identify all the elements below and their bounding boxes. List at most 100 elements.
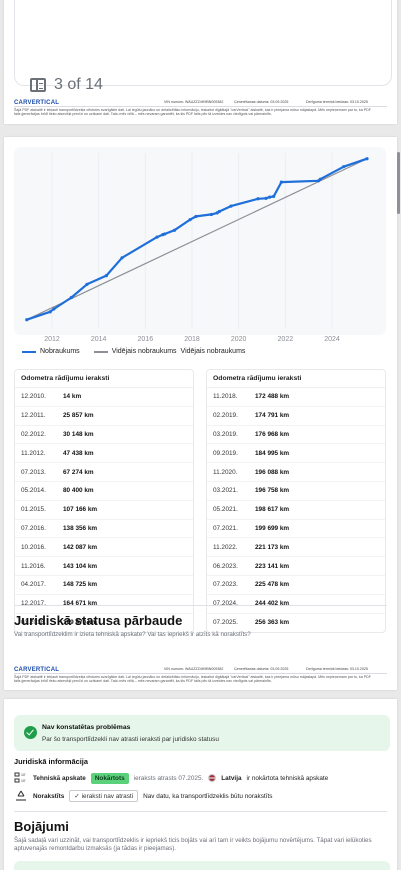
data-point	[209, 212, 213, 217]
legend-swatch-blue	[22, 350, 36, 353]
scrollbar-thumb[interactable]	[397, 152, 400, 214]
odometer-value: 30 148 km	[63, 430, 94, 438]
odometer-value: 198 617 km	[255, 506, 290, 514]
table-row: 03.2021. 196 758 km	[207, 482, 385, 501]
odometer-date: 04.2017.	[21, 581, 46, 589]
table-title: Odometra rādījumu ieraksti	[15, 370, 193, 388]
odometer-value: 80 400 km	[63, 487, 94, 495]
odometer-date: 07.2016.	[21, 524, 46, 532]
odometer-date: 09.2019.	[213, 449, 238, 457]
table-row: 02.2012. 30 148 km	[15, 426, 193, 445]
odometer-value: 256 363 km	[255, 619, 290, 627]
x-tick-label: 2014	[91, 336, 107, 343]
table-row: 07.2016. 138 356 km	[15, 520, 193, 539]
data-point	[172, 228, 177, 232]
writeoff-label: Norakstīts	[33, 792, 65, 800]
legend-label: Nobraukums	[40, 348, 80, 355]
data-point	[272, 194, 276, 198]
damages-title: Bojājumi	[14, 819, 69, 834]
vin-text: VIN numurs: WAUZZZ4H9BN009382	[164, 667, 224, 671]
table-row: 11.2022. 221 173 km	[207, 538, 385, 558]
odometer-date: 03.2019.	[213, 430, 238, 438]
valid-until: Derīguma termiņš beidzas: 03.10.2025	[306, 100, 368, 104]
table-row: 01.2015. 107 166 km	[15, 501, 193, 520]
odometer-date: 07.2024.	[213, 600, 238, 608]
series-mileage-line	[26, 157, 368, 321]
odometer-date: 12.2017.	[21, 600, 46, 608]
data-point	[256, 197, 260, 201]
table-row: 07.2024. 244 402 km	[207, 595, 385, 614]
series-average-line	[26, 158, 368, 321]
generated-date: Ģenerēšanas datums: 03.09.2025	[234, 667, 289, 671]
odometer-value: 223 141 km	[255, 562, 290, 570]
section-divider	[14, 811, 387, 812]
content-card	[14, 0, 392, 86]
data-point	[52, 307, 56, 311]
table-row: 03.2019. 176 968 km	[207, 426, 385, 445]
odometer-value: 107 166 km	[63, 506, 98, 514]
odometer-date: 11.2012.	[21, 449, 46, 457]
table-row: 06.2023. 223 141 km	[207, 557, 385, 576]
odometer-value: 47 438 km	[63, 449, 94, 457]
brand-logo: CARVERTICAL	[14, 100, 60, 106]
table-row: 12.2011. 25 857 km	[15, 407, 193, 426]
data-point	[25, 318, 29, 322]
inspection-country: Latvija	[221, 774, 242, 782]
latvia-flag-icon	[208, 774, 217, 782]
valid-until: Derīguma termiņš beidzas: 03.10.2025	[306, 667, 368, 671]
data-point	[229, 204, 233, 208]
footer-divider	[14, 106, 387, 107]
odometer-date: 02.2012.	[21, 430, 46, 438]
inspection-label: Tehniskā apskate	[33, 774, 86, 782]
odometer-date: 05.2021.	[213, 506, 238, 514]
footer-disclaimer: Šajā PDF atskaitē ir iekļauti transportl…	[14, 108, 371, 117]
data-point	[268, 195, 272, 199]
odometer-value: 225 478 km	[255, 581, 290, 589]
odometer-date: 02.2019.	[213, 412, 238, 420]
footer-divider	[14, 673, 387, 674]
legal-status-title: Juridiskā statusa pārbaude	[14, 613, 183, 628]
odometer-date: 07.2013.	[21, 468, 46, 476]
odometer-date: 05.2014.	[21, 487, 46, 495]
data-point	[279, 180, 283, 184]
chart-svg: 2012 2014 2016 2018 2020 2022 2024	[25, 153, 369, 343]
section-divider	[14, 605, 387, 606]
odometer-date: 11.2016.	[21, 562, 46, 570]
pdf-page-2: 2012 2014 2016 2018 2020 2022 2024 Nobraukums …	[4, 137, 397, 690]
inspection-record-text: ieraksts atrasts 07.2025.	[133, 774, 204, 782]
data-point	[48, 310, 52, 314]
odometer-value: 176 968 km	[255, 430, 290, 438]
mileage-chart: 2012 2014 2016 2018 2020 2022 2024	[14, 147, 386, 343]
odometer-value: 143 104 km	[63, 562, 98, 570]
table-row: 11.2012. 47 438 km	[15, 444, 193, 464]
generated-date: Ģenerēšanas datums: 03.09.2025	[234, 100, 289, 104]
odometer-value: 148 725 km	[63, 581, 98, 589]
x-tick-label: 2018	[184, 336, 200, 343]
check-icon: ✓	[74, 793, 80, 800]
table-row: 07.2013. 67 274 km	[15, 463, 193, 482]
inspection-date-icon: 10' 10'	[14, 771, 28, 785]
legend-item-mileage: Nobraukums	[22, 348, 80, 355]
odometer-date: 07.2021.	[213, 524, 238, 532]
odometer-date: 11.2018.	[213, 393, 238, 401]
x-tick-label: 2016	[138, 336, 154, 343]
odometer-value: 196 088 km	[255, 468, 290, 476]
x-tick-label: 2024	[324, 336, 340, 343]
odometer-date: 12.2011.	[21, 412, 46, 420]
data-point	[318, 177, 322, 181]
vin-text: VIN numurs: WAUZZZ4H9BN009382	[164, 100, 224, 104]
table-row: 07.2025. 256 363 km	[207, 614, 385, 633]
odometer-value: 25 857 km	[63, 412, 94, 420]
odometer-value: 169 470 km	[63, 619, 98, 627]
no-records-text: ieraksti nav atrasti	[81, 792, 134, 800]
alert-title: Nav konstatētas problēmas	[42, 724, 131, 731]
odometer-date: 03.2021.	[213, 487, 238, 495]
data-point	[342, 165, 346, 169]
brand-logo: CARVERTICAL	[14, 667, 60, 673]
table-row: 05.2021. 198 617 km	[207, 501, 385, 520]
alert-desc: Par šo transportlīdzekli nav atrasti ier…	[42, 736, 219, 743]
damages-result-box	[14, 861, 390, 870]
damages-desc: Šajā sadaļā vari uzzināt, vai transportl…	[14, 837, 372, 852]
table-row: 10.2016. 142 087 km	[15, 538, 193, 558]
table-row: 11.2020. 196 088 km	[207, 463, 385, 482]
